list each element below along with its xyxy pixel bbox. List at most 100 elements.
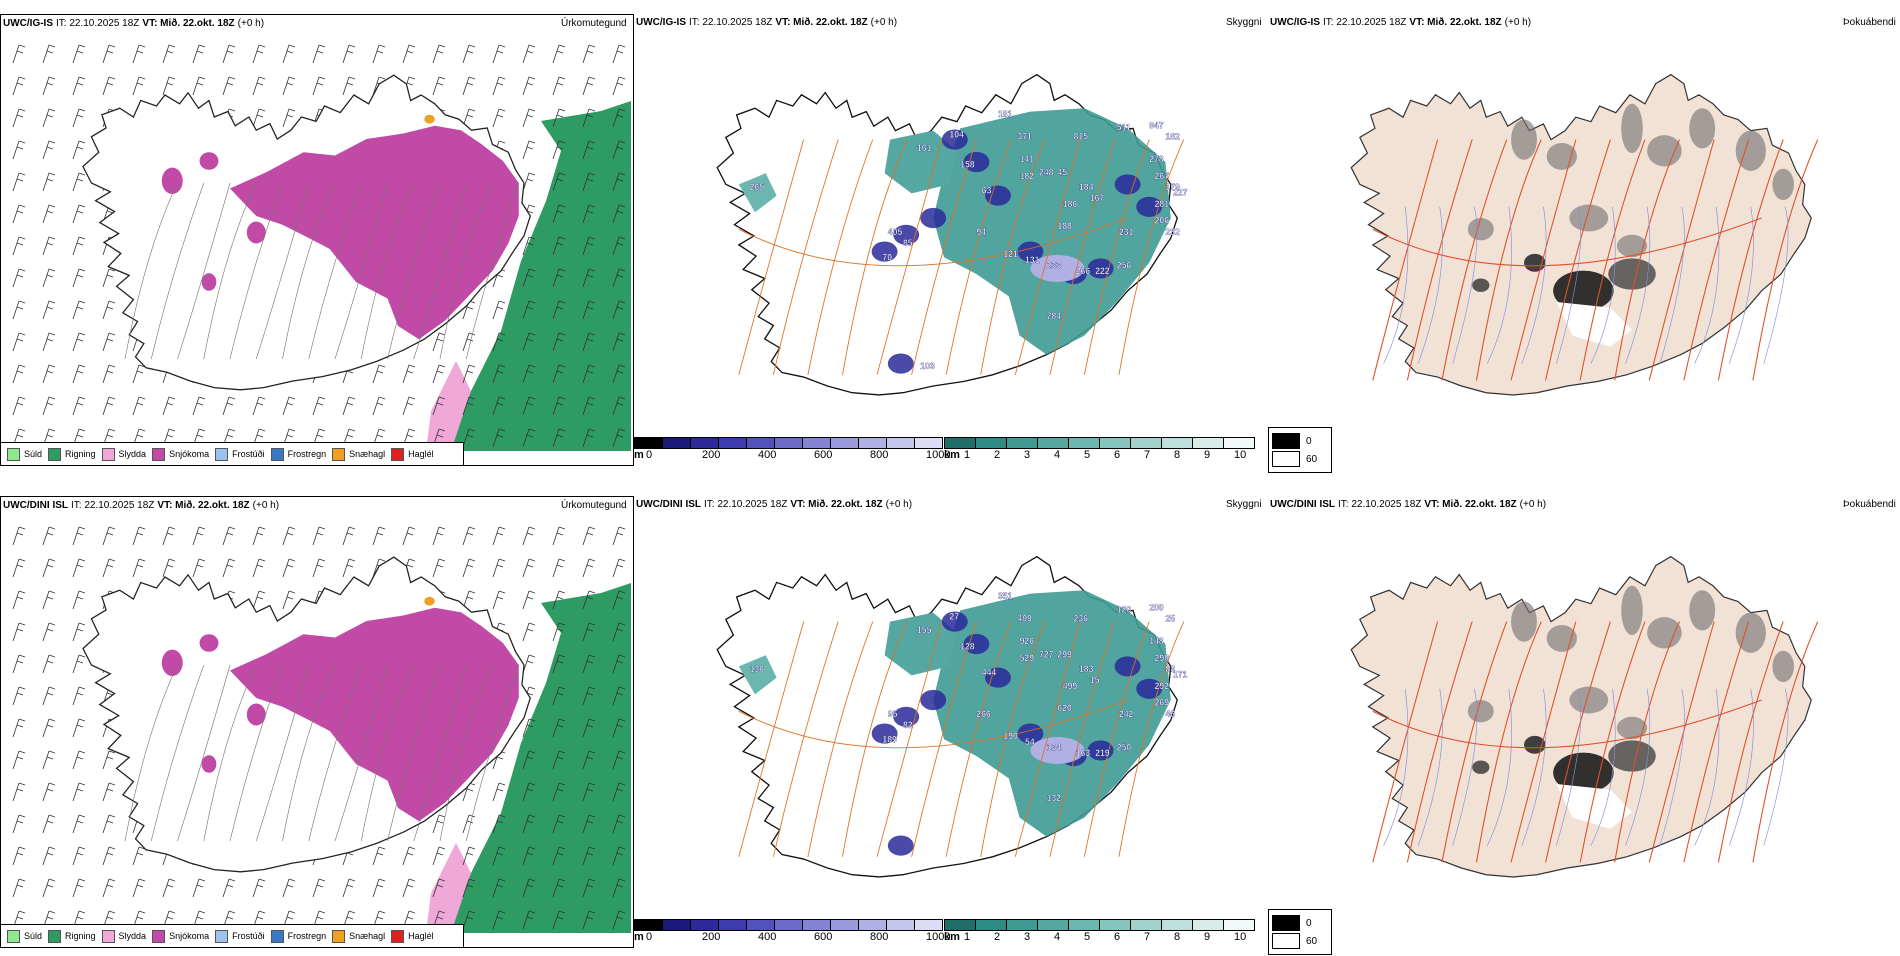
- wind-barb: [492, 814, 506, 834]
- fog-index-panel: UWC/DINI ISL IT: 22.10.2025 18Z VT: Mið. 2…: [1268, 496, 1900, 956]
- wind-barb: [42, 654, 56, 674]
- wind-barb: [522, 622, 536, 642]
- wind-barb: [102, 750, 116, 770]
- wind-barb: [102, 526, 116, 546]
- wind-barb: [162, 396, 176, 416]
- wind-barb: [552, 526, 566, 546]
- cloud-base-area: [941, 129, 968, 150]
- cloud-base-label: 499: [1063, 681, 1078, 691]
- legend-label: 0: [1306, 917, 1312, 929]
- wind-barb: [72, 76, 86, 96]
- wind-barb: [612, 590, 626, 610]
- cloud-base-label: 281: [1155, 199, 1170, 209]
- legend-label: Frostregn: [287, 931, 327, 941]
- wind-barb: [12, 140, 26, 160]
- wind-barb: [492, 558, 506, 578]
- legend-swatch: [332, 929, 346, 943]
- wind-barb: [402, 44, 416, 64]
- wind-barb: [72, 558, 86, 578]
- cloud-base-label: 121: [1003, 249, 1018, 259]
- wind-barb: [462, 76, 476, 96]
- fog-area: [1621, 103, 1643, 154]
- model-name: UWC/DINI ISL: [3, 500, 68, 511]
- fog-area: [1647, 135, 1682, 167]
- wind-barb: [522, 718, 536, 738]
- wind-barb: [42, 76, 56, 96]
- wind-barb: [612, 782, 626, 802]
- cloud-base-label: 290: [1155, 653, 1170, 663]
- low-visibility-area: [933, 108, 1171, 355]
- wind-barb: [552, 428, 566, 448]
- legend-swatch: [48, 929, 62, 943]
- wind-barb: [402, 396, 416, 416]
- cloud-base-label: 45: [1057, 167, 1067, 177]
- wind-barb: [492, 396, 506, 416]
- colorbar-tick: 1: [964, 931, 971, 943]
- wind-barb: [462, 428, 476, 448]
- wind-barb: [462, 846, 476, 866]
- wind-barb: [612, 526, 626, 546]
- cloud-base-area: [985, 667, 1011, 688]
- wind-barb: [102, 300, 116, 320]
- fog-area: [1616, 716, 1648, 740]
- cloud-base-label: 85: [903, 238, 913, 248]
- wind-barb: [12, 204, 26, 224]
- wind-barb: [42, 172, 56, 192]
- legend-label: 0: [1306, 435, 1312, 447]
- fog-map: [1350, 73, 1819, 396]
- wind-barb: [612, 172, 626, 192]
- wind-barb: [462, 332, 476, 352]
- cloud-base-label: 182: [1165, 131, 1180, 141]
- colorbar-tick: 200: [702, 449, 721, 461]
- wind-barb: [552, 878, 566, 898]
- wind-barb: [342, 76, 356, 96]
- colorbar-tick: 0: [646, 449, 653, 461]
- legend-item: Frostregn: [270, 447, 326, 461]
- wind-barb: [582, 750, 596, 770]
- colorbar-segment: [1100, 437, 1131, 449]
- precip-type-panel: UWC/IG-IS IT: 22.10.2025 18Z VT: Mið. 22.o…: [0, 14, 634, 466]
- wind-barb: [612, 846, 626, 866]
- wind-barb: [42, 364, 56, 384]
- wind-barb: [72, 814, 86, 834]
- wind-barb: [612, 76, 626, 96]
- cloud-base-colorbar: m 0 200 400 600 800 1000: [634, 437, 950, 461]
- wind-barb: [42, 300, 56, 320]
- wind-barb: [102, 364, 116, 384]
- wind-barb: [522, 140, 536, 160]
- wind-barb: [192, 558, 206, 578]
- wind-barb: [552, 268, 566, 288]
- cloud-base-area: [941, 611, 968, 632]
- legend-label: Snjókoma: [169, 931, 210, 941]
- colorbar-tick: 6: [1114, 449, 1121, 461]
- wind-barb: [72, 300, 86, 320]
- low-visibility-area: [884, 130, 957, 194]
- wind-barb: [192, 526, 206, 546]
- wind-barb: [552, 396, 566, 416]
- wind-barb: [612, 108, 626, 128]
- wind-barb: [582, 364, 596, 384]
- wind-barb: [102, 44, 116, 64]
- cloud-base-label: 784: [1047, 311, 1062, 321]
- legend-item: 60: [1272, 933, 1328, 949]
- issue-time: IT: 22.10.2025 18Z: [704, 499, 788, 510]
- wind-barb: [582, 718, 596, 738]
- wind-barb: [12, 76, 26, 96]
- legend-swatch: [332, 447, 346, 461]
- wind-barb: [342, 558, 356, 578]
- wind-barb: [102, 332, 116, 352]
- cloud-base-label: 242: [1119, 709, 1134, 719]
- wind-barb: [522, 558, 536, 578]
- wind-barb: [492, 428, 506, 448]
- wind-barb: [372, 44, 386, 64]
- cloud-base-area: [1030, 254, 1085, 282]
- cloud-base-label: 94: [976, 227, 986, 237]
- colorbar-tick: 3: [1024, 931, 1031, 943]
- cloud-base-area: [1030, 736, 1085, 764]
- colorbar-segment: [887, 437, 915, 449]
- wind-barb: [552, 750, 566, 770]
- visibility-unit: km: [944, 931, 960, 943]
- colorbar-tick: 600: [814, 449, 833, 461]
- legend-swatch: [48, 447, 62, 461]
- wind-barb: [612, 364, 626, 384]
